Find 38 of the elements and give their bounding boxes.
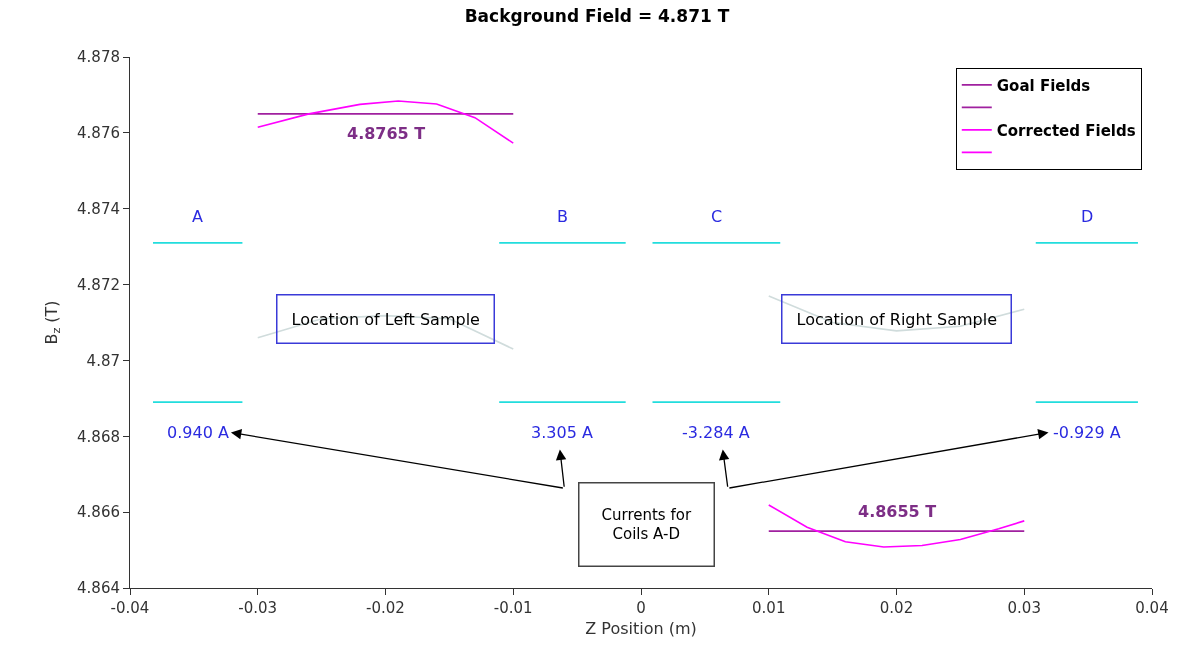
annotation: 3.305 A [531,423,593,442]
x-tick-label: 0.01 [752,599,786,617]
x-tick-label: -0.01 [493,599,533,617]
annotation: Location of Left Sample [291,309,480,329]
annotation: Currents for Coils A-D [601,505,692,543]
annotation: B [557,207,568,226]
line-series [256,100,515,144]
line-series [767,295,1026,332]
x-tick-label: 0.04 [1135,599,1169,617]
annotation: C [711,207,723,226]
annotation: -3.284 A [682,423,750,442]
annotation: -0.929 A [1053,423,1121,442]
x-axis-title: Z Position (m) [585,618,697,638]
annotation: D [1081,207,1094,226]
y-tick-label: 4.864 [77,579,120,598]
annotation: 0.940 A [167,423,229,442]
line-series [256,314,515,350]
legend-label: Goal Fields [996,76,1091,95]
annotation: Location of Right Sample [796,309,997,329]
annotation: 4.8655 T [858,502,937,521]
y-tick-label: 4.872 [77,275,120,294]
y-tick-label: 4.868 [77,427,120,446]
y-tick-label: 4.874 [77,199,120,218]
y-tick-label: 4.87 [86,351,120,370]
y-tick-label: 4.866 [77,503,120,522]
y-tick-label: 4.876 [77,124,120,143]
x-tick-label: 0.02 [879,599,914,617]
x-tick-label: -0.02 [366,599,405,617]
legend-label: Corrected Fields [996,121,1136,140]
x-tick-label: 0 [636,599,646,617]
annotation: A [192,207,203,226]
y-tick-label: 4.878 [77,48,120,67]
annotation: 4.8765 T [347,124,426,143]
line-series [767,504,1026,548]
x-tick-label: 0.03 [1007,599,1041,617]
x-tick-label: -0.03 [238,599,278,617]
chart-title: Background Field = 4.871 T [464,5,730,26]
x-tick-label: -0.04 [110,599,150,617]
